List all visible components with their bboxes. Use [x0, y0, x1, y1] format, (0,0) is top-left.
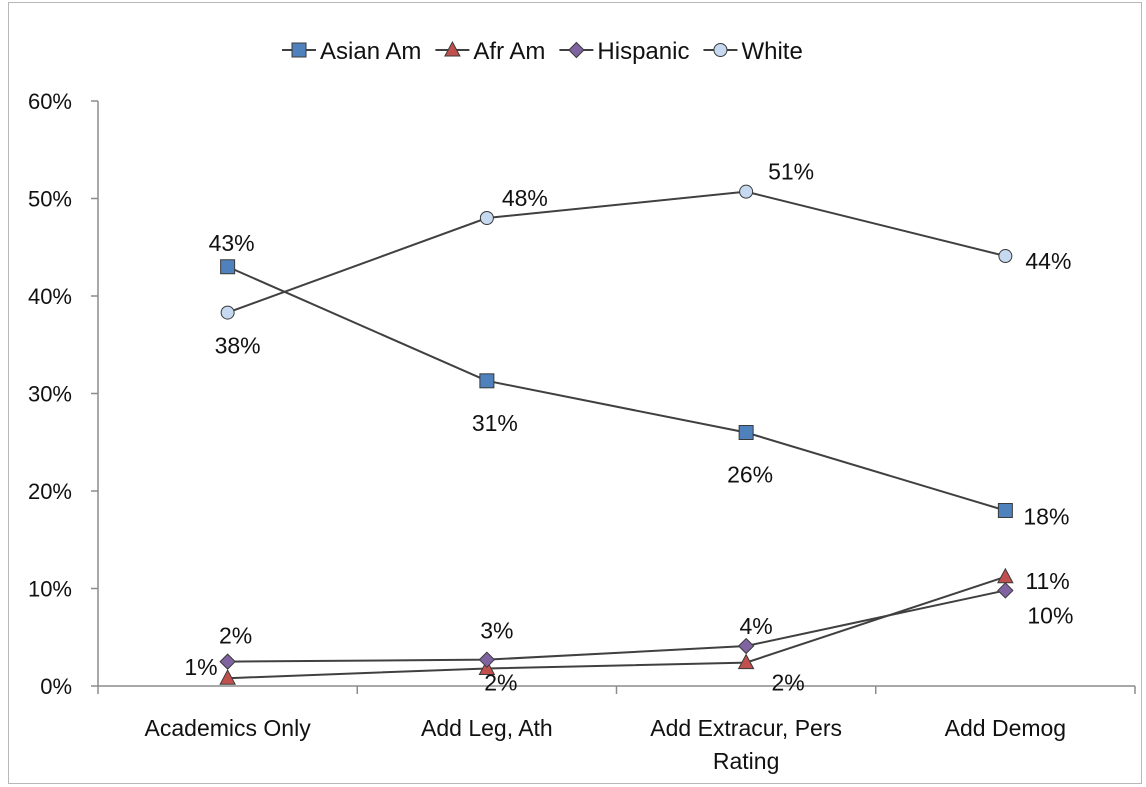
- data-point: [998, 249, 1013, 264]
- data-point: [737, 653, 755, 670]
- data-point: [997, 567, 1014, 584]
- legend-marker: [713, 43, 728, 57]
- legend-label: Asian Am: [320, 38, 421, 65]
- data-label: 38%: [215, 333, 261, 359]
- data-point: [997, 582, 1014, 599]
- data-point: [737, 637, 755, 655]
- x-category-label: Add Extracur, Pers Rating: [650, 715, 842, 774]
- data-label: 31%: [472, 410, 518, 436]
- legend-item: Hispanic: [559, 38, 689, 65]
- data-label: 26%: [727, 462, 773, 488]
- y-tick-label: 0%: [40, 674, 72, 699]
- legend-label: White: [741, 38, 802, 65]
- data-label: 10%: [1027, 602, 1073, 628]
- data-label: 3%: [480, 618, 513, 644]
- series-asian-am: [220, 259, 1013, 518]
- data-label: 51%: [768, 159, 814, 185]
- legend-marker: [444, 40, 461, 57]
- data-label: 2%: [772, 670, 805, 696]
- legend-label: Hispanic: [597, 38, 689, 65]
- data-point: [219, 653, 236, 670]
- data-point: [220, 305, 235, 320]
- data-label: 1%: [184, 654, 217, 680]
- data-label: 43%: [209, 230, 255, 256]
- data-point: [739, 184, 754, 199]
- data-label: 2%: [219, 623, 252, 649]
- y-tick-label: 10%: [28, 577, 72, 602]
- y-tick-label: 40%: [28, 284, 72, 309]
- data-point: [738, 425, 754, 440]
- series-line: [227, 589, 1006, 663]
- legend: Asian Am Afr Am Hispanic White: [282, 38, 803, 65]
- data-label: 4%: [740, 613, 773, 639]
- y-tick-label: 20%: [28, 479, 72, 504]
- data-label: 11%: [1025, 568, 1069, 594]
- data-point: [479, 211, 494, 225]
- data-label: 44%: [1025, 248, 1071, 274]
- data-point: [219, 669, 236, 685]
- data-point: [478, 651, 496, 668]
- data-labels: 43%31%26%18%1%2% 2%11%2% 3% 4% 10%38%48%51%4…: [184, 159, 1073, 696]
- legend-marker: [568, 41, 585, 59]
- data-point: [997, 503, 1013, 518]
- y-tick-label: 50%: [28, 187, 72, 212]
- data-label: 18%: [1023, 504, 1069, 530]
- legend-item: White: [703, 38, 803, 65]
- series-white: [220, 184, 1013, 320]
- legend-item: Afr Am: [435, 38, 545, 65]
- data-label: 48%: [502, 185, 548, 211]
- data-point: [220, 259, 236, 275]
- y-tick-label: 60%: [28, 89, 72, 114]
- legend-marker: [291, 42, 307, 58]
- y-tick-label: 30%: [28, 382, 72, 407]
- data-label: 2%: [484, 669, 517, 695]
- series-line: [227, 190, 1006, 314]
- series-line: [227, 265, 1006, 512]
- series-layer: [219, 184, 1014, 685]
- series-hispanic: [219, 582, 1014, 670]
- series-line: [227, 575, 1006, 680]
- x-category-label: Add Leg, Ath: [421, 715, 553, 741]
- legend-label: Afr Am: [473, 38, 545, 65]
- x-category-label: Add Demog: [945, 715, 1066, 741]
- data-point: [479, 373, 495, 389]
- series-afr-am: [219, 567, 1014, 685]
- x-category-label: Academics Only: [145, 715, 312, 741]
- chart-frame: [8, 2, 1142, 784]
- legend-item: Asian Am: [282, 38, 421, 65]
- axes: 0% 10% 20% 30% 40% 50% 60% Academics Only Add Le…: [28, 89, 1136, 774]
